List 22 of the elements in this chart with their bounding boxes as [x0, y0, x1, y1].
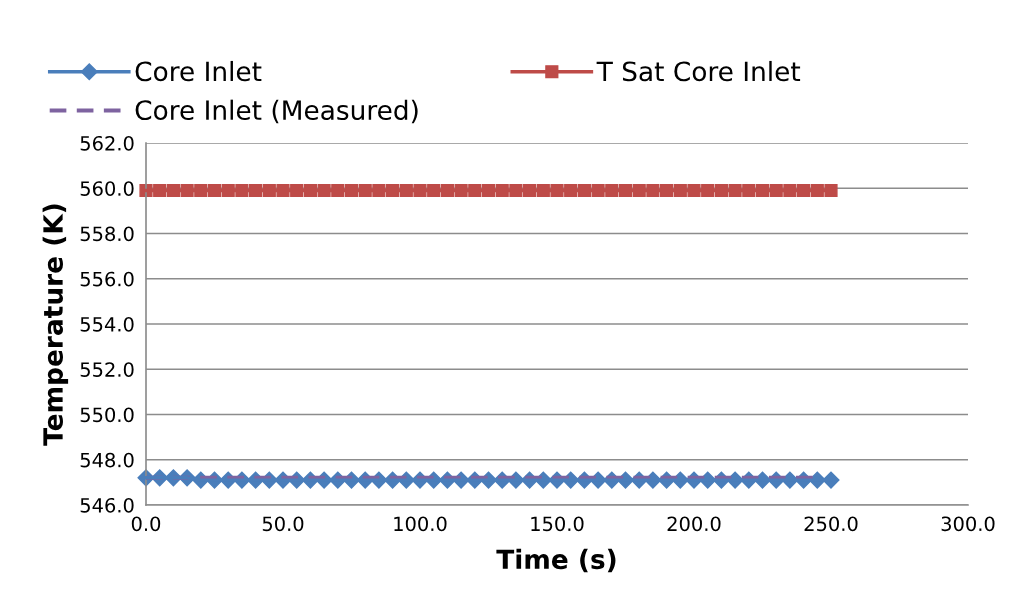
- y-tick-label: 548.0: [80, 452, 134, 468]
- x-tick-label: 200.0: [667, 516, 721, 532]
- y-tick-label: 556.0: [80, 271, 134, 287]
- x-tick-label: 250.0: [804, 516, 858, 532]
- legend-label: Core Inlet (Measured): [135, 99, 418, 124]
- y-tick-label: 562.0: [80, 135, 134, 151]
- legend-label: T Sat Core Inlet: [596, 60, 801, 82]
- y-tick-label: 558.0: [80, 226, 134, 242]
- y-tick-label: 550.0: [80, 407, 134, 423]
- y-tick-label: 552.0: [80, 362, 134, 377]
- legend-label: Core Inlet: [135, 60, 262, 82]
- x-axis-title: Time (s): [496, 548, 616, 573]
- y-tick-label: 554.0: [80, 316, 134, 332]
- y-tick-label: 546.0: [80, 497, 134, 513]
- x-tick-label: 100.0: [394, 516, 447, 532]
- y-tick-label: 560.0: [80, 181, 134, 196]
- y-axis-title: Temperature (K): [42, 204, 69, 446]
- point: [824, 183, 838, 198]
- x-tick-label: 150.0: [531, 516, 584, 532]
- x-tick-label: 300.0: [941, 516, 995, 532]
- x-tick-label: 0.0: [131, 516, 161, 532]
- x-tick-label: 50.0: [262, 516, 304, 532]
